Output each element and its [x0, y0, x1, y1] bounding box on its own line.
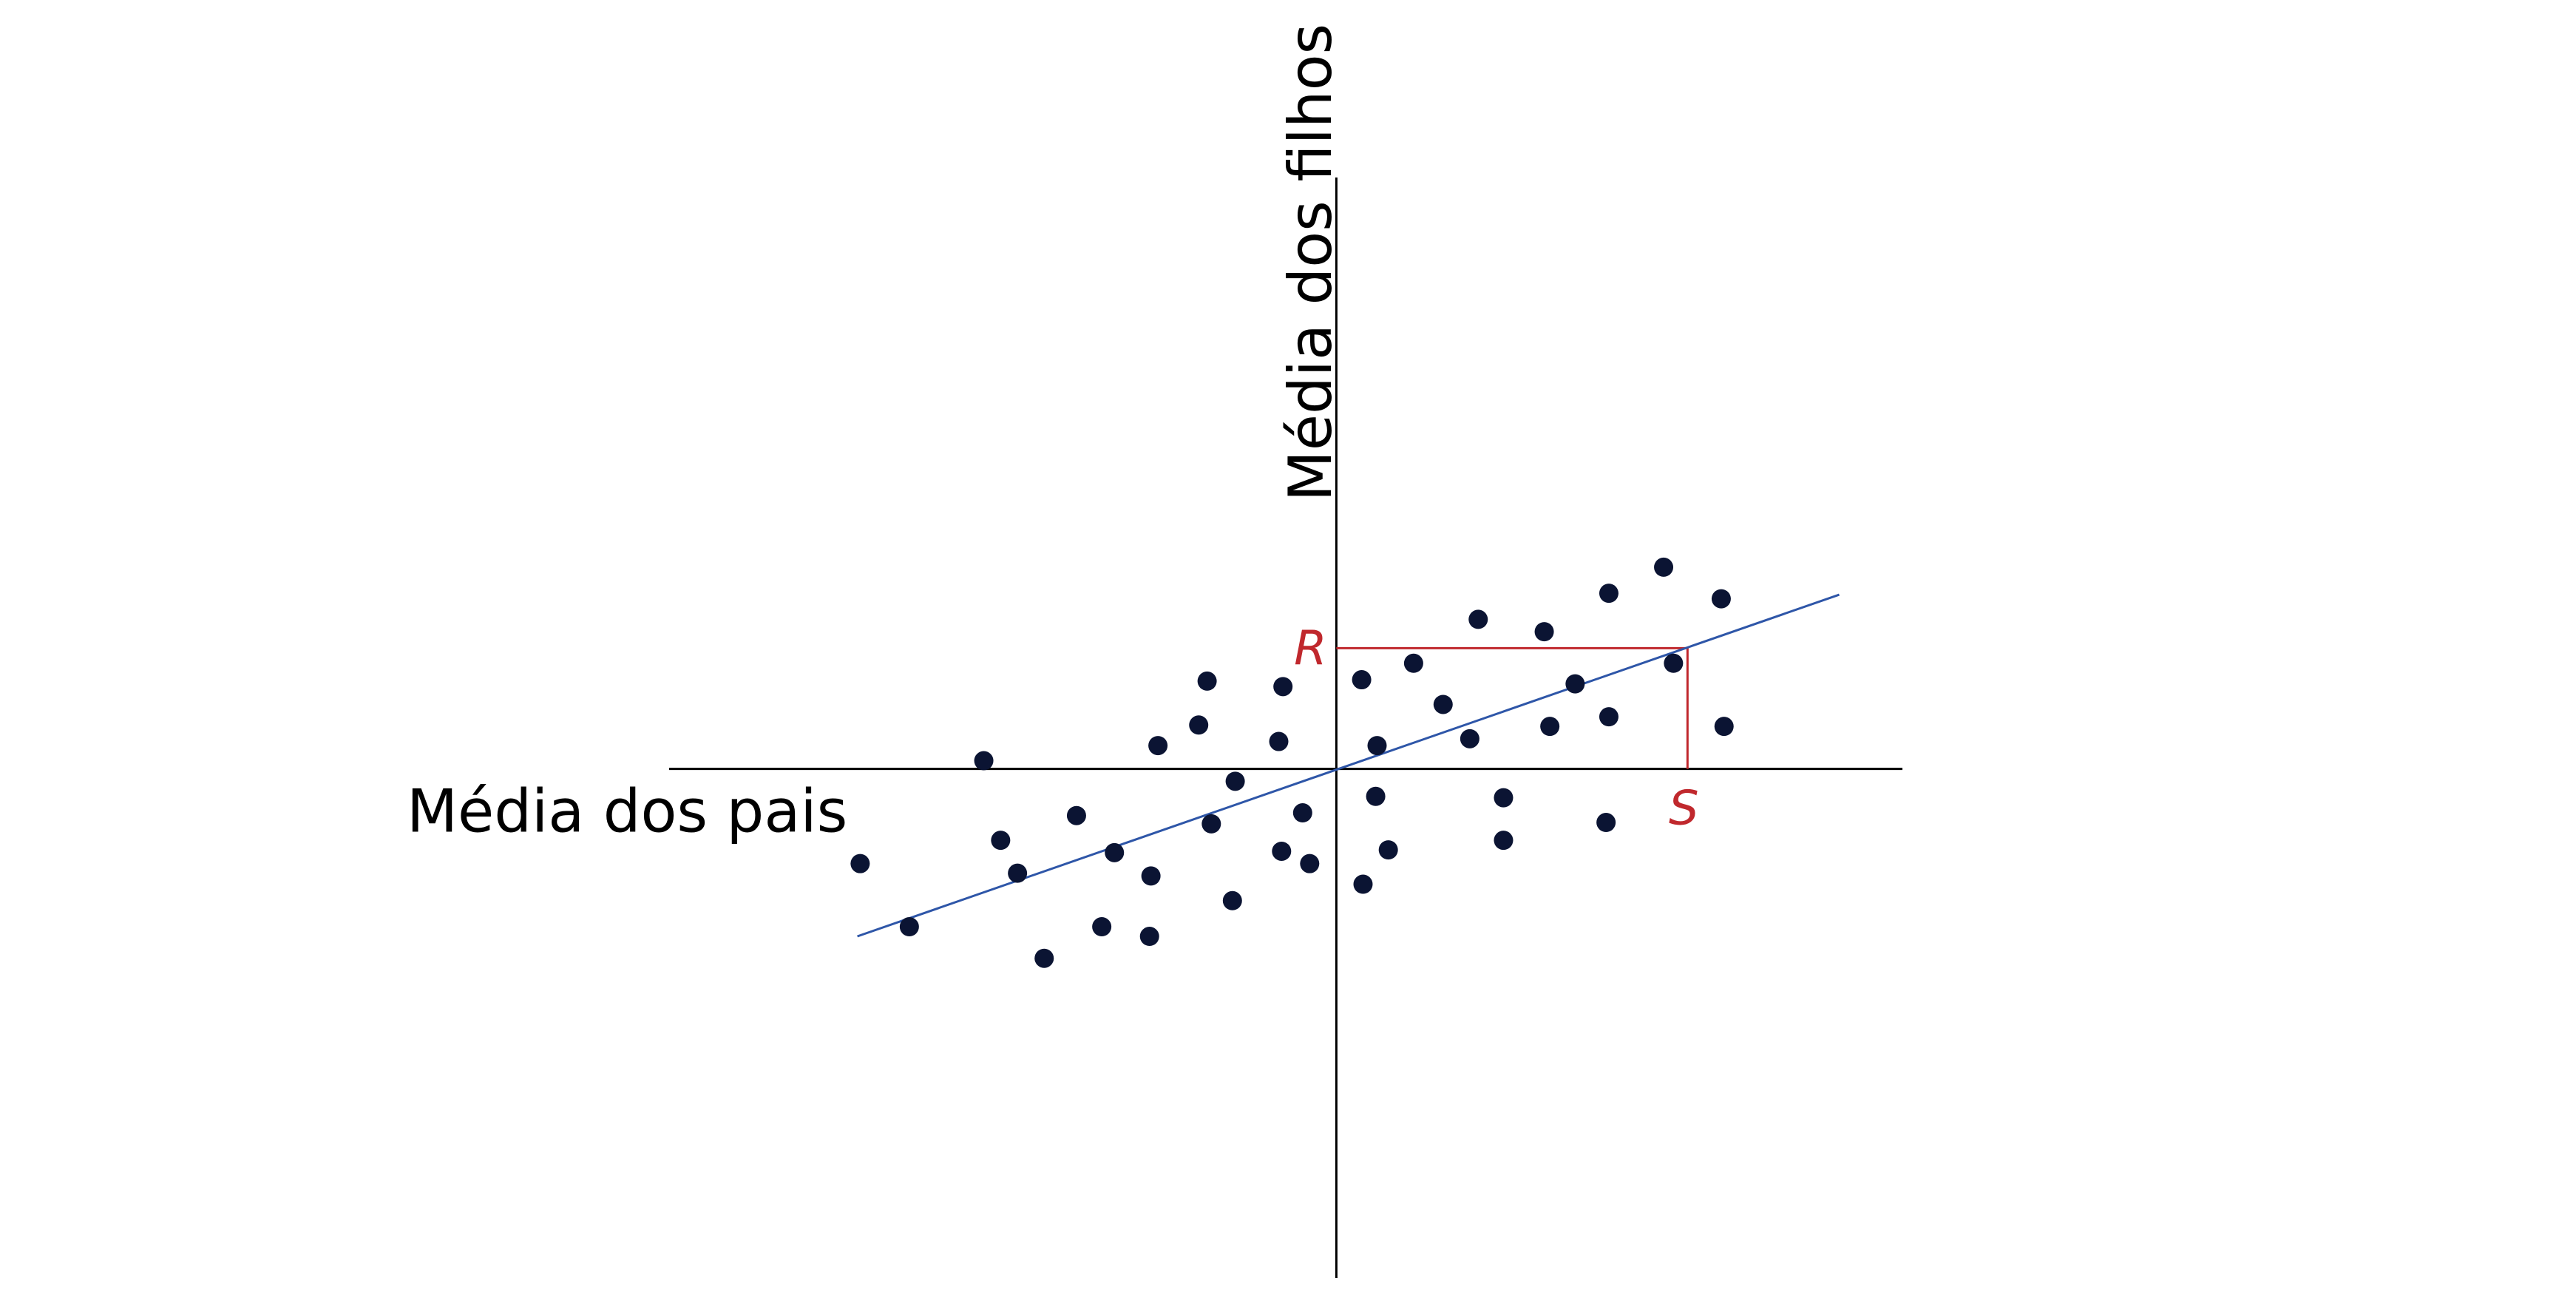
- data-point-14: [1197, 671, 1217, 691]
- data-point-38: [1599, 707, 1619, 727]
- data-point-37: [1599, 584, 1619, 604]
- data-point-34: [1534, 622, 1554, 642]
- annotation-r-label: R: [1294, 621, 1326, 676]
- data-point-40: [1654, 557, 1674, 577]
- data-point-16: [1225, 771, 1245, 791]
- data-point-24: [1367, 736, 1387, 756]
- data-point-17: [1222, 890, 1242, 910]
- data-point-28: [1403, 653, 1423, 673]
- data-point-2: [899, 917, 919, 937]
- data-point-25: [1366, 786, 1386, 806]
- data-point-9: [1092, 917, 1112, 937]
- data-point-36: [1565, 674, 1585, 694]
- data-point-19: [1269, 731, 1289, 751]
- data-point-33: [1494, 831, 1514, 851]
- data-point-7: [1066, 805, 1086, 825]
- data-point-15: [1201, 814, 1221, 834]
- data-point-27: [1378, 840, 1398, 860]
- data-point-12: [1148, 736, 1168, 756]
- data-point-11: [1139, 927, 1159, 947]
- data-point-20: [1272, 841, 1292, 861]
- data-point-39: [1596, 813, 1616, 833]
- data-point-29: [1433, 694, 1453, 714]
- y-axis-title: Média dos filhos: [1276, 24, 1345, 501]
- data-point-5: [1008, 863, 1028, 883]
- data-point-30: [1468, 609, 1488, 629]
- data-point-41: [1664, 653, 1684, 673]
- data-point-18: [1273, 677, 1293, 697]
- data-point-35: [1540, 717, 1560, 737]
- x-axis-title: Média dos pais: [407, 777, 847, 846]
- data-point-43: [1714, 717, 1734, 737]
- data-point-1: [850, 853, 870, 873]
- data-point-13: [1189, 715, 1209, 735]
- data-point-22: [1300, 853, 1320, 873]
- data-point-31: [1460, 729, 1479, 748]
- data-point-10: [1141, 866, 1161, 886]
- data-point-32: [1494, 788, 1514, 808]
- data-point-3: [991, 831, 1011, 851]
- annotation-s-label: S: [1669, 782, 1699, 836]
- data-point-8: [1105, 842, 1125, 862]
- data-point-21: [1292, 803, 1312, 823]
- data-point-6: [1034, 948, 1054, 968]
- data-point-26: [1353, 874, 1373, 894]
- data-point-4: [974, 751, 994, 771]
- data-point-42: [1711, 589, 1731, 609]
- data-point-23: [1352, 670, 1372, 690]
